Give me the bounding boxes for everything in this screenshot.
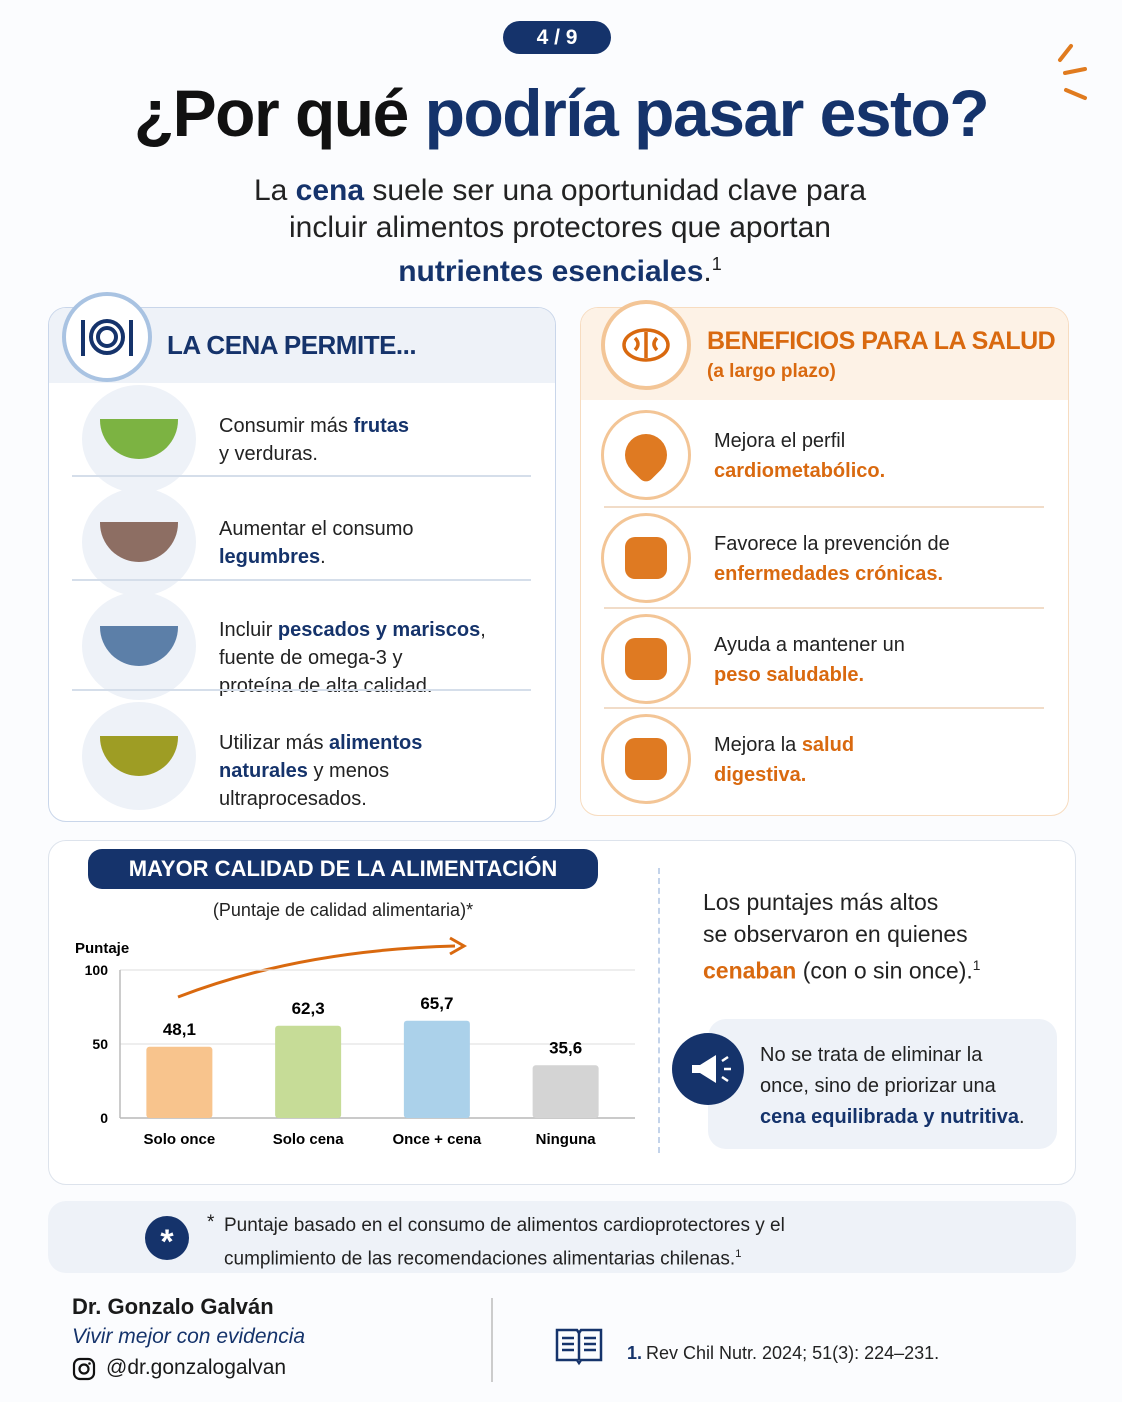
left-title: LA CENA PERMITE...: [167, 330, 417, 360]
text-part: Favorece la prevención de: [714, 533, 950, 555]
ref: 1: [711, 254, 722, 274]
highlight: salud digestiva.: [714, 734, 855, 786]
chart-subtitle: (Puntaje de calidad alimentaria)*: [212, 900, 474, 920]
ref: 1: [972, 958, 981, 973]
text-part: Incluir: [219, 619, 278, 641]
text-part: ¿Por qué: [133, 76, 425, 150]
text-part: y menos ultraprocesados.: [219, 760, 390, 810]
item-text: Ayuda a mantener un peso saludable.: [714, 630, 905, 690]
badge: 4 / 9: [503, 21, 611, 54]
highlight: pescados y mariscos: [277, 619, 481, 641]
footnote-body: Puntaje basado en el consumo de alimento…: [224, 1215, 785, 1270]
reference-number: 1.: [627, 1343, 643, 1363]
footnote-text: Puntaje basado en el consumo de alimento…: [224, 1212, 785, 1273]
item-text: Favorece la prevención de enfermedades c…: [714, 529, 950, 589]
highlight: cardiometabólico.: [714, 460, 886, 482]
reference: Rev Chil Nutr. 2024; 51(3): 224–231.: [646, 1343, 940, 1363]
footnote-mark: *: [207, 1212, 215, 1233]
highlight: peso saludable.: [714, 664, 865, 686]
chart-title: MAYOR CALIDAD DE LA ALIMENTACIÓN: [88, 849, 598, 889]
item-text: Utilizar más alimentos naturales y menos…: [219, 729, 422, 813]
text-part: Mejora el perfil: [714, 430, 846, 452]
highlight: cena equilibrada y nutritiva: [760, 1106, 1019, 1128]
benefit-symbol: [625, 537, 667, 579]
megaphone-icon: [672, 1033, 744, 1105]
highlight: nutrientes esenciales: [398, 255, 704, 288]
callout-text: No se trata de eliminar la once, sino de…: [760, 1040, 1025, 1133]
text-part: No se trata de eliminar la once, sino de…: [760, 1044, 996, 1097]
highlight: legumbres: [219, 546, 321, 568]
item-divider: [72, 689, 531, 691]
author: Dr. Gonzalo Galván: [72, 1294, 274, 1319]
text-part: Utilizar más: [219, 732, 330, 754]
text-part: .: [1018, 1106, 1025, 1128]
right-title: BENEFICIOS PARA LA SALUD: [707, 327, 1056, 355]
ref: 1: [735, 1248, 742, 1260]
divider: [658, 868, 660, 1153]
item-divider: [72, 579, 531, 581]
right-subtitle: (a largo plazo): [707, 361, 836, 382]
item-text: Aumentar el consumo legumbres.: [219, 515, 414, 571]
book-icon: [555, 1328, 603, 1366]
finding-text: Los puntajes más altos se observaron en …: [703, 889, 973, 984]
handle: @dr.gonzalogalvan: [106, 1356, 287, 1379]
text-part: Aumentar el consumo: [219, 518, 414, 540]
benefit-symbol: [625, 738, 667, 780]
text-part: (con o sin once).: [796, 957, 973, 984]
benefit-symbol: [625, 638, 667, 680]
highlight: cena: [295, 174, 365, 207]
spark-icon: [1058, 44, 1087, 100]
item-divider: [604, 607, 1044, 609]
text-part: Ayuda a mantener un: [714, 634, 905, 656]
brain-icon: [601, 300, 691, 390]
text-part: .: [320, 546, 326, 568]
finding: Los puntajes más altos se observaron en …: [703, 886, 980, 987]
highlight: podría pasar esto?: [424, 76, 990, 150]
text-part: suele ser una oportunidad clave para inc…: [289, 174, 867, 244]
item-text: Mejora el perfil cardiometabólico.: [714, 426, 885, 486]
text-part: Consumir más: [219, 415, 354, 437]
text-part: , fuente de omega-3 y proteína de alta c…: [219, 619, 486, 697]
callout: [708, 1019, 1057, 1149]
plate-icon: [62, 292, 152, 382]
text-part: .: [703, 255, 712, 288]
item-divider: [604, 707, 1044, 709]
intro-text: La cena suele ser una oportunidad clave …: [254, 174, 866, 288]
benefit-icon: [601, 513, 691, 603]
highlight: alimentos naturales: [219, 732, 423, 782]
asterisk-icon: *: [145, 1216, 189, 1261]
text-part: Mejora la: [714, 734, 802, 756]
highlight: frutas: [353, 415, 410, 437]
item-text: Mejora la salud digestiva.: [714, 730, 854, 790]
instagram-icon: [72, 1357, 96, 1381]
text-part: y verduras.: [219, 443, 318, 465]
footnote-box: [48, 1201, 1076, 1273]
text-part: Los puntajes más altos se observaron en …: [703, 889, 968, 947]
highlight: cenaban: [703, 957, 797, 984]
item-divider: [604, 506, 1044, 508]
item-text: Consumir más frutas y verduras.: [219, 412, 409, 468]
highlight: enfermedades crónicas.: [714, 563, 943, 585]
tagline: Vivir mejor con evidencia: [72, 1325, 306, 1348]
intro: La cena suele ser una oportunidad clave …: [160, 172, 960, 290]
benefit-icon: [601, 614, 691, 704]
item-divider: [72, 475, 531, 477]
item-text: Incluir pescados y mariscos, fuente de o…: [219, 616, 486, 700]
benefit-symbol: [616, 425, 676, 485]
benefit-icon: [601, 714, 691, 804]
text-part: La: [253, 174, 296, 207]
benefit-icon: [601, 410, 691, 500]
footer-divider: [491, 1298, 493, 1382]
main-title: ¿Por qué podría pasar esto?: [0, 75, 1122, 151]
